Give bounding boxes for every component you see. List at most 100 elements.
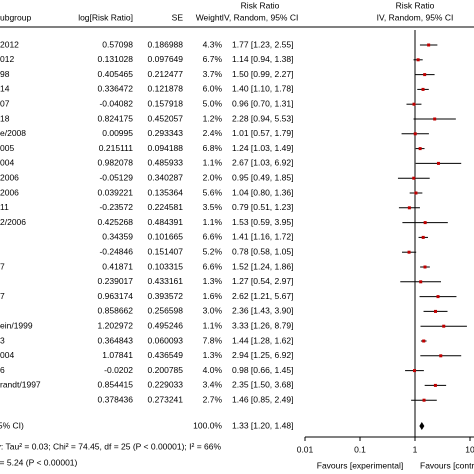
- se: 0.200785: [148, 365, 184, 375]
- x-tick-label: 10: [465, 444, 474, 454]
- study-name: 11: [0, 202, 9, 212]
- effect-square: [412, 102, 416, 106]
- log-rr: 0.336472: [98, 84, 134, 94]
- ci-text: 1.24 [1.03, 1.49]: [232, 143, 293, 153]
- weight: 5.2%: [203, 246, 223, 256]
- log-rr: -0.24846: [99, 246, 133, 256]
- ci-text: 0.95 [0.49, 1.85]: [232, 172, 293, 182]
- study-name: 2012: [0, 39, 19, 49]
- weight: 1.6%: [203, 291, 223, 301]
- header-study: ubgroup: [0, 12, 31, 22]
- effect-square: [416, 58, 420, 62]
- log-rr: 0.824175: [98, 113, 134, 123]
- effect-square: [427, 43, 431, 47]
- effect-square: [414, 191, 418, 195]
- se: 0.157918: [148, 98, 184, 108]
- log-rr: 0.131028: [98, 54, 134, 64]
- weight: 4.0%: [203, 365, 223, 375]
- weight: 6.8%: [203, 143, 223, 153]
- ci-text: 2.62 [1.21, 5.67]: [232, 291, 293, 301]
- weight: 6.6%: [203, 232, 223, 242]
- effect-square: [436, 161, 440, 165]
- total-label: Total (95% CI): [0, 420, 24, 430]
- effect-square: [412, 176, 416, 180]
- favours-right: Favours [control]: [420, 460, 474, 470]
- effect-square: [423, 221, 427, 225]
- log-rr: 0.41871: [102, 261, 133, 271]
- ci-text: 1.53 [0.59, 3.95]: [232, 217, 293, 227]
- study-name: e/2008: [0, 128, 26, 138]
- weight: 1.2%: [203, 113, 223, 123]
- effect-square: [434, 309, 438, 313]
- log-rr: 1.07841: [102, 350, 133, 360]
- log-rr: -0.04082: [99, 98, 133, 108]
- ci-text: 1.52 [1.24, 1.86]: [232, 261, 293, 271]
- effect-square: [419, 280, 423, 284]
- log-rr: 0.34359: [102, 232, 133, 242]
- effect-square: [436, 295, 440, 299]
- ci-text: 0.79 [0.51, 1.23]: [232, 202, 293, 212]
- log-rr: 0.858662: [98, 306, 134, 316]
- study-name: ein/1999: [0, 320, 33, 330]
- study-name: 18: [0, 113, 10, 123]
- study-name: 004: [0, 350, 14, 360]
- study-name: randt/1997: [0, 380, 41, 390]
- header-ci-title: Risk Ratio: [241, 0, 280, 10]
- ci-text: 1.01 [0.57, 1.79]: [232, 128, 293, 138]
- effect-square: [413, 132, 417, 136]
- log-rr: -0.0202: [104, 365, 133, 375]
- header-plot-title: Risk Ratio: [396, 0, 435, 10]
- log-rr: -0.05129: [99, 172, 133, 182]
- effect-square: [439, 354, 443, 358]
- favours-left: Favours [experimental]: [317, 460, 403, 470]
- log-rr: 0.378436: [98, 394, 134, 404]
- weight: 5.0%: [203, 98, 223, 108]
- log-rr: -0.23572: [99, 202, 133, 212]
- study-name: 7: [0, 291, 5, 301]
- effect-square: [421, 235, 425, 239]
- effect-square: [407, 206, 411, 210]
- x-tick-label: 0.1: [354, 444, 366, 454]
- study-name: 6: [0, 365, 5, 375]
- se: 0.186988: [148, 39, 184, 49]
- ci-text: 1.44 [1.28, 1.62]: [232, 335, 293, 345]
- weight: 3.7%: [203, 69, 223, 79]
- header-log-rr: log[Risk Ratio]: [78, 12, 133, 22]
- ci-text: 1.14 [0.94, 1.38]: [232, 54, 293, 64]
- effect-square: [421, 87, 425, 91]
- log-rr: 0.854415: [98, 380, 134, 390]
- se: 0.293343: [148, 128, 184, 138]
- overall-effect: Test for overall effect: Z = 5.24 (P < 0…: [0, 457, 78, 467]
- weight: 1.3%: [203, 350, 223, 360]
- effect-square: [422, 339, 426, 343]
- weight: 6.6%: [203, 261, 223, 271]
- effect-square: [422, 398, 426, 402]
- se: 0.436549: [148, 350, 184, 360]
- se: 0.151407: [148, 246, 184, 256]
- log-rr: 0.00995: [102, 128, 133, 138]
- study-name: 2006: [0, 187, 19, 197]
- ci-text: 2.28 [0.94, 5.53]: [232, 113, 293, 123]
- se: 0.229033: [148, 380, 184, 390]
- weight: 4.3%: [203, 39, 223, 49]
- study-name: 005: [0, 143, 14, 153]
- header-weight: Weight: [196, 12, 223, 22]
- se: 0.393572: [148, 291, 184, 301]
- weight: 2.0%: [203, 172, 223, 182]
- ci-text: 2.94 [1.25, 6.92]: [232, 350, 293, 360]
- weight: 1.3%: [203, 276, 223, 286]
- ci-text: 3.33 [1.26, 8.79]: [232, 320, 293, 330]
- weight: 7.8%: [203, 335, 223, 345]
- log-rr: 1.202972: [98, 320, 134, 330]
- se: 0.121878: [148, 84, 184, 94]
- log-rr: 0.039221: [98, 187, 134, 197]
- study-name: 3: [0, 335, 5, 345]
- ci-text: 1.04 [0.80, 1.36]: [232, 187, 293, 197]
- ci-text: 0.78 [0.58, 1.05]: [232, 246, 293, 256]
- ci-text: 2.36 [1.43, 3.90]: [232, 306, 293, 316]
- ci-text: 1.50 [0.99, 2.27]: [232, 69, 293, 79]
- se: 0.485933: [148, 158, 184, 168]
- weight: 5.6%: [203, 187, 223, 197]
